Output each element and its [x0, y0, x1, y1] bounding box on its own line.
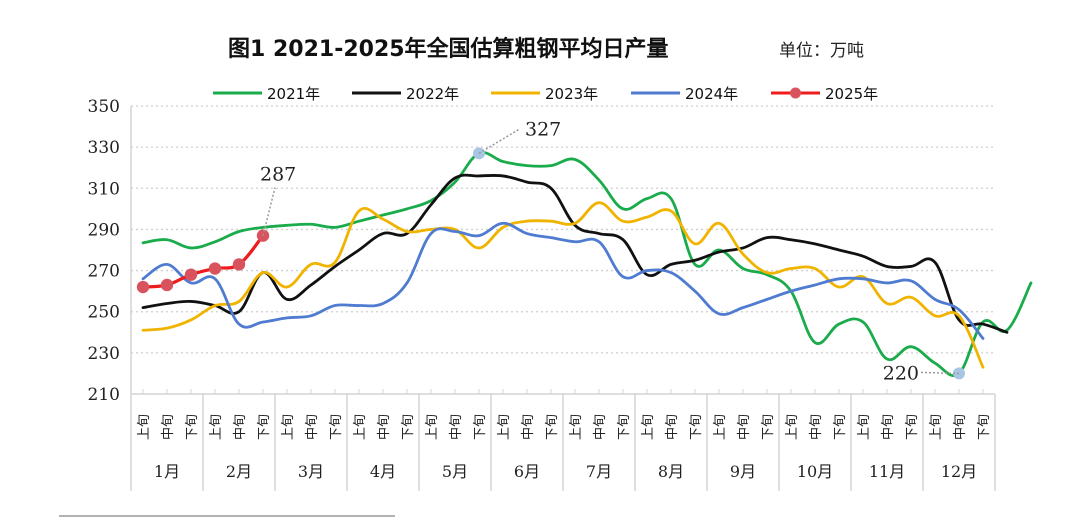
data-label: 287	[260, 164, 296, 186]
legend-item: 2024年	[631, 85, 738, 103]
series-2022	[141, 173, 1009, 334]
x-dekad-label: 下旬	[905, 414, 920, 440]
x-dekad-label: 中旬	[593, 414, 608, 440]
x-dekad-label: 上旬	[713, 414, 728, 440]
x-dekad-label: 上旬	[569, 414, 584, 440]
y-tick-label: 290	[88, 220, 120, 240]
data-point	[232, 258, 246, 271]
x-dekad-label: 下旬	[545, 414, 560, 440]
x-dekad-label: 中旬	[665, 414, 680, 440]
x-month-label: 4月	[370, 462, 396, 481]
y-tick-label: 210	[88, 385, 120, 405]
x-dekad-label: 下旬	[257, 414, 272, 440]
series-line	[141, 151, 1033, 378]
x-dekad-label: 下旬	[185, 414, 200, 440]
x-dekad-label: 中旬	[233, 414, 248, 440]
x-dekad-label: 中旬	[809, 414, 824, 440]
y-tick-label: 250	[88, 303, 120, 323]
annotations: 287 327 220	[260, 118, 965, 384]
x-dekad-label: 中旬	[953, 414, 968, 440]
x-dekad-label: 上旬	[281, 414, 296, 440]
x-dekad-label: 上旬	[641, 414, 656, 440]
series-2024	[141, 221, 985, 340]
legend-label: 2023年	[545, 85, 598, 103]
series-layer	[136, 151, 1033, 378]
legend-item: 2023年	[491, 85, 598, 103]
y-tick-label: 310	[88, 179, 120, 199]
x-dekad-label: 上旬	[209, 414, 224, 440]
gridlines	[131, 105, 995, 354]
chart-title: 图1 2021-2025年全国估算粗钢平均日产量	[228, 36, 669, 62]
annotation-leader	[920, 371, 960, 375]
series-line	[141, 201, 985, 369]
x-month-label: 3月	[298, 462, 324, 481]
x-dekad-label: 中旬	[161, 414, 176, 440]
legend-item: 2025年	[771, 85, 878, 103]
x-dekad-label: 下旬	[761, 414, 776, 440]
x-dekad-label: 中旬	[737, 414, 752, 440]
x-month-label: 1月	[154, 462, 180, 481]
series-line	[141, 221, 985, 340]
legend-label: 2022年	[406, 85, 459, 103]
y-tick-label: 330	[88, 138, 120, 158]
x-month-label: 10月	[797, 462, 833, 481]
x-dekad-label: 下旬	[617, 414, 632, 440]
x-month-label: 9月	[730, 462, 756, 481]
data-label: 327	[525, 118, 561, 140]
x-dekad-label: 上旬	[353, 414, 368, 440]
unit-label: 单位：万吨	[779, 41, 864, 61]
legend-item: 2021年	[213, 85, 320, 103]
x-dekad-label: 下旬	[329, 414, 344, 440]
x-month-label: 7月	[586, 462, 612, 481]
x-dekad-label: 上旬	[857, 414, 872, 440]
legend-label: 2025年	[825, 85, 878, 103]
data-point	[136, 280, 150, 294]
x-dekad-label: 下旬	[473, 414, 488, 440]
x-dekad-label: 下旬	[833, 414, 848, 440]
data-point	[160, 278, 174, 292]
x-dekad-label: 上旬	[497, 414, 512, 440]
annotation-leader	[478, 128, 520, 154]
x-month-label: 8月	[658, 462, 684, 481]
series-2023	[141, 201, 985, 369]
annotation-leader	[262, 187, 276, 236]
data-point	[184, 268, 198, 281]
x-dekad-label: 上旬	[929, 414, 944, 440]
x-dekad-label: 上旬	[785, 414, 800, 440]
series-2021	[141, 151, 1033, 378]
x-dekad-label: 中旬	[521, 414, 536, 440]
x-month-label: 5月	[442, 462, 468, 481]
y-tick-label: 270	[88, 262, 120, 282]
legend-item: 2022年	[352, 85, 459, 103]
data-point	[208, 262, 222, 275]
y-tick-label: 230	[88, 344, 120, 364]
x-dekad-label: 上旬	[137, 414, 152, 440]
x-dekad-label: 中旬	[305, 414, 320, 440]
x-dekad-label: 上旬	[425, 414, 440, 440]
x-dekad-label: 下旬	[977, 414, 992, 440]
y-tick-label: 350	[88, 97, 120, 117]
x-dekad-label: 下旬	[401, 414, 416, 440]
legend-label: 2021年	[267, 85, 320, 103]
x-month-label: 12月	[941, 462, 977, 481]
x-dekad-label: 下旬	[689, 414, 704, 440]
data-label: 220	[883, 362, 919, 384]
x-month-label: 6月	[514, 462, 540, 481]
x-month-label: 11月	[869, 462, 905, 481]
legend-marker	[790, 87, 801, 99]
series-line	[141, 173, 1009, 334]
x-month-label: 2月	[226, 462, 252, 481]
legend-label: 2024年	[685, 85, 738, 103]
legend: 2021年 2022年 2023年 2024年 2025年	[213, 85, 878, 103]
x-dekad-label: 中旬	[881, 414, 896, 440]
x-dekad-label: 中旬	[377, 414, 392, 440]
x-dekad-label: 中旬	[449, 414, 464, 440]
